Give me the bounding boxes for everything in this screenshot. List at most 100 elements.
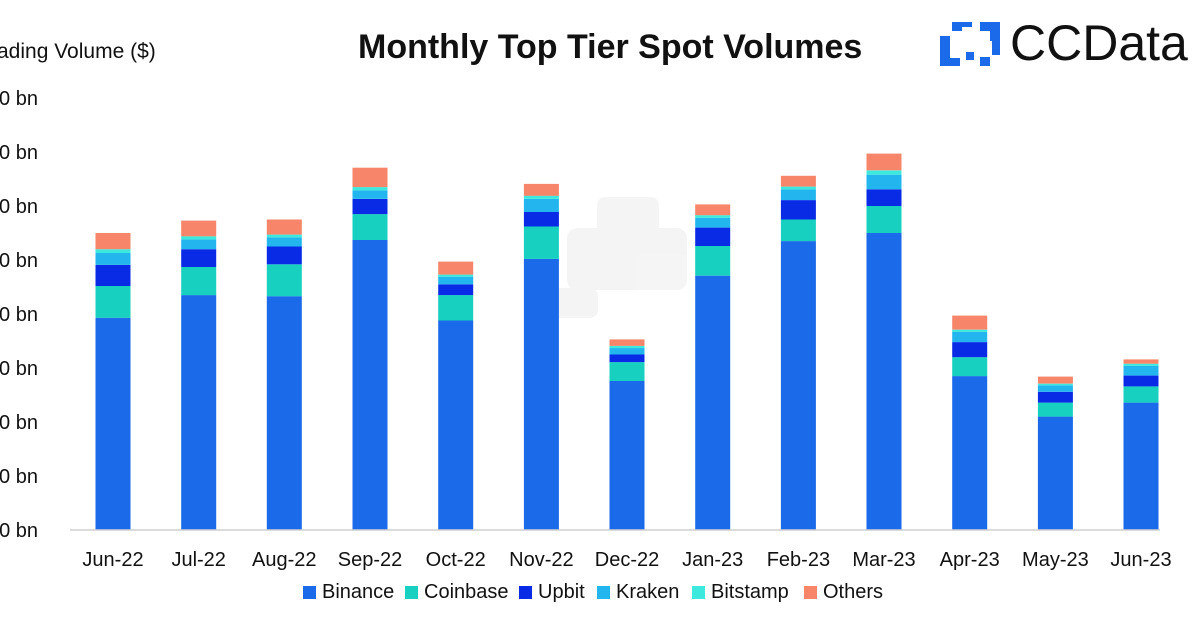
bar-others-aug-22 <box>266 219 302 235</box>
x-tick-label: Oct-22 <box>426 549 486 571</box>
bar-bitstamp-dec-22 <box>609 345 645 349</box>
x-tick-label: May-23 <box>1022 549 1089 571</box>
bar-upbit-nov-22 <box>523 211 559 227</box>
legend-swatch <box>519 585 532 599</box>
bar-kraken-mar-23 <box>866 174 902 190</box>
x-tick-label: Jul-22 <box>171 549 225 571</box>
bar-others-jan-23 <box>695 204 731 216</box>
bar-others-may-23 <box>1037 376 1073 384</box>
x-tick-label: Jun-23 <box>1110 549 1171 571</box>
bar-bitstamp-jul-22 <box>181 236 217 240</box>
legend-item-bitstamp: Bitstamp <box>692 578 789 606</box>
bar-coinbase-may-23 <box>1037 402 1073 417</box>
bar-binance-jul-22 <box>181 295 217 530</box>
bar-binance-sep-22 <box>352 240 388 530</box>
y-axis-label: rading Volume ($) <box>0 40 156 63</box>
bar-coinbase-apr-23 <box>952 357 988 377</box>
x-tick-label: Jun-22 <box>82 549 143 571</box>
bar-kraken-dec-22 <box>609 348 645 355</box>
x-tick-label: Dec-22 <box>595 549 659 571</box>
y-tick-label: 00 bn <box>0 466 38 488</box>
bar-coinbase-jan-23 <box>695 246 731 276</box>
bar-bitstamp-jun-22 <box>95 249 131 253</box>
bar-kraken-jun-22 <box>95 253 131 265</box>
bar-others-feb-23 <box>780 175 816 187</box>
bar-binance-oct-22 <box>438 320 474 530</box>
y-tick-label: 0 bn <box>0 520 38 542</box>
x-tick-label: Mar-23 <box>852 549 915 571</box>
bar-bitstamp-feb-23 <box>780 186 816 190</box>
bar-kraken-jan-23 <box>695 217 731 228</box>
legend-swatch <box>804 585 817 599</box>
legend: Binance Coinbase Upbit Kraken Bitstamp Others <box>0 578 1200 606</box>
legend-label: Binance <box>322 580 395 603</box>
legend-label: Bitstamp <box>711 580 789 603</box>
bar-kraken-nov-22 <box>523 199 559 212</box>
bar-bitstamp-aug-22 <box>266 234 302 238</box>
x-tick-label: Feb-23 <box>767 549 830 571</box>
ccdata-logo: CCData <box>936 15 1200 72</box>
x-tick-label: Jan-23 <box>682 549 743 571</box>
bar-bitstamp-may-23 <box>1037 383 1073 386</box>
bar-others-jul-22 <box>181 220 217 237</box>
x-tick-label: Aug-22 <box>252 549 317 571</box>
bar-kraken-oct-22 <box>438 276 474 285</box>
bar-bitstamp-apr-23 <box>952 329 988 332</box>
bar-kraken-apr-23 <box>952 331 988 343</box>
legend-item-upbit: Upbit <box>519 578 585 606</box>
bar-others-jun-22 <box>95 233 131 250</box>
bar-coinbase-jul-22 <box>181 267 217 296</box>
bar-binance-jun-23 <box>1123 402 1159 530</box>
bar-coinbase-jun-22 <box>95 285 131 318</box>
bar-others-sep-22 <box>352 167 388 188</box>
bar-coinbase-jun-23 <box>1123 386 1159 403</box>
bar-coinbase-sep-22 <box>352 214 388 240</box>
bar-binance-dec-22 <box>609 381 645 530</box>
legend-swatch <box>692 585 705 599</box>
bar-others-apr-23 <box>952 315 988 330</box>
bar-coinbase-mar-23 <box>866 206 902 233</box>
bar-coinbase-oct-22 <box>438 295 474 321</box>
legend-item-kraken: Kraken <box>597 578 679 606</box>
bar-kraken-aug-22 <box>266 237 302 247</box>
bar-kraken-jun-23 <box>1123 365 1159 376</box>
y-tick-label: 00 bn <box>0 88 38 110</box>
bar-upbit-jul-22 <box>181 249 217 267</box>
bar-coinbase-feb-23 <box>780 219 816 242</box>
bar-upbit-feb-23 <box>780 200 816 220</box>
x-tick-label: Sep-22 <box>338 549 403 571</box>
bar-upbit-sep-22 <box>352 199 388 215</box>
bar-upbit-jan-23 <box>695 227 731 246</box>
y-tick-label: 00 bn <box>0 250 38 272</box>
bar-bitstamp-jan-23 <box>695 215 731 218</box>
bar-bitstamp-sep-22 <box>352 187 388 191</box>
bar-binance-may-23 <box>1037 416 1073 530</box>
y-tick-label: 00 bn <box>0 358 38 380</box>
legend-label: Coinbase <box>424 580 509 603</box>
legend-item-coinbase: Coinbase <box>405 578 509 606</box>
bar-bitstamp-nov-22 <box>523 195 559 199</box>
bar-kraken-jul-22 <box>181 239 217 250</box>
bar-coinbase-nov-22 <box>523 226 559 259</box>
legend-swatch <box>303 585 316 599</box>
bar-binance-mar-23 <box>866 233 902 530</box>
bar-others-jun-23 <box>1123 359 1159 364</box>
bar-binance-jan-23 <box>695 275 731 530</box>
bar-upbit-jun-22 <box>95 264 131 286</box>
x-tick-label: Nov-22 <box>509 549 573 571</box>
bar-upbit-mar-23 <box>866 189 902 206</box>
bar-kraken-may-23 <box>1037 385 1073 392</box>
y-tick-label: 00 bn <box>0 142 38 164</box>
bar-bitstamp-mar-23 <box>866 170 902 175</box>
legend-label: Upbit <box>538 580 585 603</box>
y-tick-label: 00 bn <box>0 304 38 326</box>
bar-kraken-sep-22 <box>352 190 388 199</box>
bar-upbit-jun-23 <box>1123 375 1159 387</box>
bar-upbit-dec-22 <box>609 354 645 363</box>
watermark <box>538 197 687 318</box>
x-tick-label: Apr-23 <box>940 549 1000 571</box>
bar-upbit-may-23 <box>1037 391 1073 403</box>
legend-label: Others <box>823 580 884 603</box>
y-tick-label: 00 bn <box>0 412 38 434</box>
